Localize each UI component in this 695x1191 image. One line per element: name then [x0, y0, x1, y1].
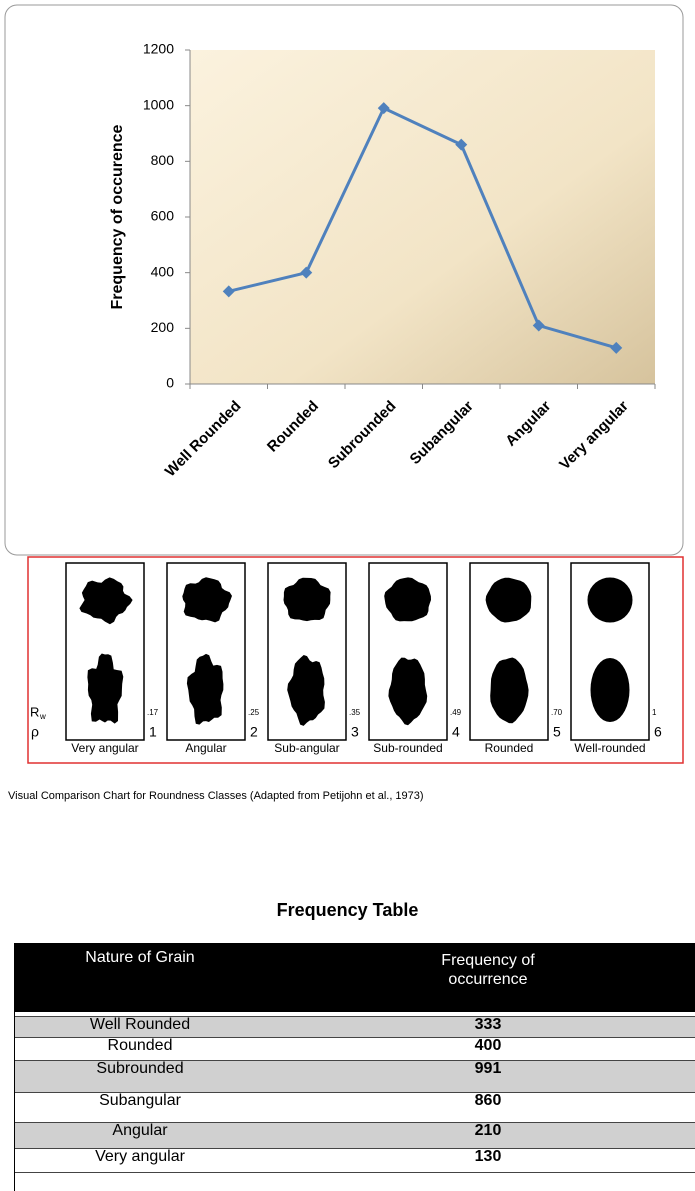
rw-subscript: w [39, 712, 46, 721]
grain-cell: Rounded [40, 1037, 240, 1059]
y-tick-label: 600 [151, 208, 175, 224]
y-tick-label: 0 [166, 375, 174, 391]
rho-value: 2 [250, 724, 258, 740]
y-tick-label: 1000 [143, 96, 174, 112]
rw-symbol: R [30, 704, 39, 719]
page: Frequency of occurence R w ρ 0 200 400 600 8… [0, 0, 695, 1191]
rho-value: 4 [452, 724, 460, 740]
frequency-cell: 333 [408, 1016, 568, 1036]
grain-cell: Subangular [40, 1092, 240, 1121]
y-tick-label: 200 [151, 319, 175, 335]
frequency-cell: 130 [408, 1148, 568, 1171]
class-label: Well-rounded [574, 741, 645, 755]
header-cell: Frequency of occurrence [408, 948, 568, 992]
grain-shape [588, 578, 633, 623]
y-axis-label: Frequency of occurence [109, 124, 126, 309]
rho-symbol: ρ [31, 724, 39, 740]
rho-value: 5 [553, 724, 561, 740]
rho-value: 3 [351, 724, 359, 740]
class-label: Angular [185, 741, 226, 755]
rw-value: .17 [147, 708, 159, 717]
frequency-cell: 860 [408, 1092, 568, 1121]
rw-value: .70 [551, 708, 563, 717]
grain-cell: Angular [40, 1122, 240, 1147]
grain-shape [591, 658, 630, 722]
class-label: Sub-angular [274, 741, 339, 755]
frequency-cell: 210 [408, 1122, 568, 1147]
class-label: Very angular [71, 741, 138, 755]
header-cell: Nature of Grain [40, 948, 240, 968]
rho-value: 6 [654, 724, 662, 740]
frequency-cell: 400 [408, 1037, 568, 1059]
y-tick-label: 800 [151, 152, 175, 168]
rw-value: .25 [248, 708, 260, 717]
class-label: Sub-rounded [373, 741, 442, 755]
chart: Frequency of occurence R w ρ 0 200 400 600 8… [0, 0, 695, 790]
y-tick-label: 1200 [143, 41, 174, 57]
grain-cell: Well Rounded [40, 1016, 240, 1036]
rho-value: 1 [149, 724, 157, 740]
plot-area [190, 50, 655, 384]
class-label: Rounded [485, 741, 534, 755]
grain-cell: Very angular [40, 1148, 240, 1171]
rw-value: .49 [450, 708, 462, 717]
grain-cell: Subrounded [40, 1060, 240, 1091]
rw-value: .35 [349, 708, 361, 717]
caption: Visual Comparison Chart for Roundness Cl… [8, 790, 424, 802]
table-title: Frequency Table [0, 900, 695, 921]
frequency-cell: 991 [408, 1060, 568, 1091]
rw-value: 1 [652, 708, 657, 717]
y-tick-label: 400 [151, 263, 175, 279]
